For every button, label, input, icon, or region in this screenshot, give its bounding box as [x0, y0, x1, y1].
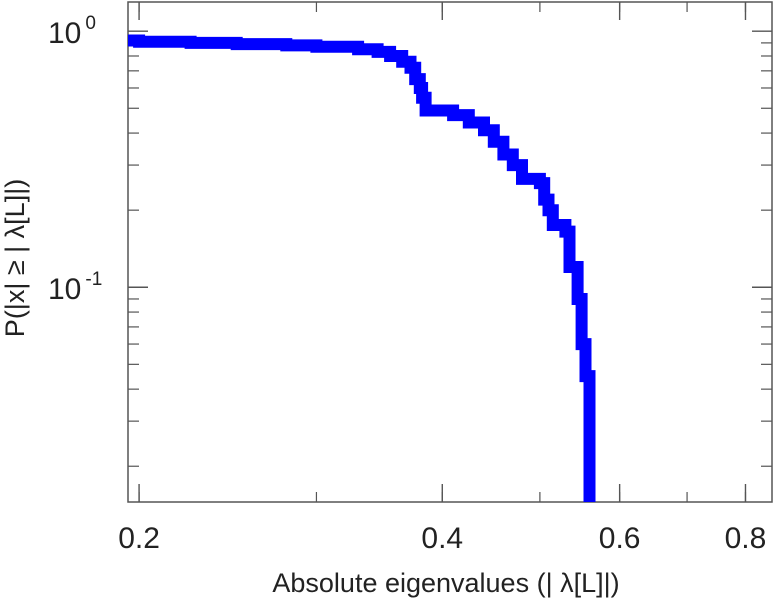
y-tick-exponent: 0	[85, 13, 96, 34]
y-tick-base: 10	[48, 273, 81, 306]
series-line	[128, 34, 596, 502]
plot-frame	[127, 1, 773, 503]
x-tick-label: 0.6	[599, 522, 641, 555]
x-axis-label: Absolute eigenvalues (| λ[L]|)	[272, 568, 619, 598]
y-tick-base: 10	[48, 17, 81, 50]
x-tick-label: 0.4	[421, 522, 463, 555]
series-layer	[128, 34, 596, 502]
ticks-layer	[128, 2, 772, 502]
y-tick-exponent: -1	[85, 269, 102, 290]
y-tick-label: 10 0	[48, 13, 96, 50]
x-tick-label: 0.2	[118, 522, 160, 555]
x-tick-label: 0.8	[725, 522, 767, 555]
y-axis-label: P(|x| ≥ | λ[L]|)	[0, 179, 30, 337]
y-tick-label: 10 -1	[48, 269, 102, 306]
